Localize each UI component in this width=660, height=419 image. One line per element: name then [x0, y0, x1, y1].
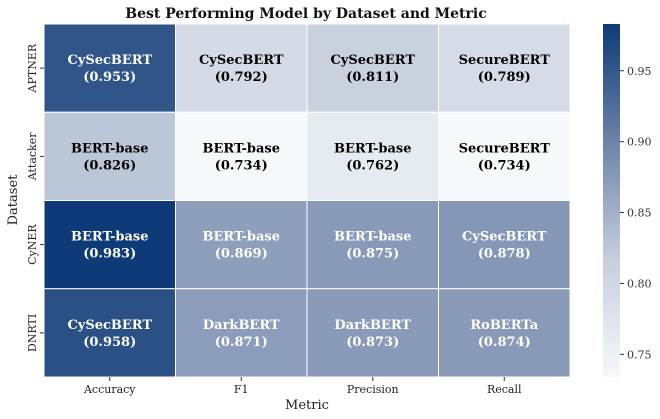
cell-value-label: (0.789) — [478, 70, 531, 85]
heatmap-cell — [43, 200, 176, 290]
cell-model-label: BERT-base — [71, 141, 149, 156]
heatmap-cell — [306, 288, 439, 378]
chart-title: Best Performing Model by Dataset and Met… — [125, 6, 487, 22]
cell-value-label: (0.762) — [346, 158, 399, 173]
cell-model-label: BERT-base — [334, 141, 412, 156]
cell-model-label: SecureBERT — [459, 53, 551, 68]
cell-value-label: (0.878) — [478, 247, 531, 262]
heatmap-cell — [175, 111, 308, 201]
colorbar-tick-label: 0.85 — [627, 207, 652, 220]
cell-model-label: BERT-base — [334, 230, 412, 245]
cell-value-label: (0.874) — [478, 335, 531, 350]
cell-model-label: DarkBERT — [334, 318, 411, 333]
heatmap-cell — [43, 288, 176, 378]
cell-value-label: (0.983) — [83, 247, 136, 262]
heatmap-cell — [438, 111, 571, 201]
heatmap-cell — [438, 23, 571, 113]
cell-model-label: CySecBERT — [330, 53, 415, 68]
cell-model-label: BERT-base — [203, 230, 281, 245]
cell-value-label: (0.873) — [346, 335, 399, 350]
colorbar-tick-label: 0.95 — [627, 65, 652, 78]
y-axis-label: Dataset — [6, 174, 21, 226]
cell-value-label: (0.734) — [215, 158, 268, 173]
y-tick-label: APTNER — [26, 43, 39, 93]
cell-value-label: (0.875) — [346, 247, 399, 262]
cell-model-label: SecureBERT — [459, 141, 551, 156]
y-tick-label: CyNER — [26, 224, 39, 265]
cell-model-label: DarkBERT — [203, 318, 280, 333]
x-tick-label: Accuracy — [83, 383, 136, 396]
heatmap-cell — [438, 200, 571, 290]
cell-model-label: BERT-base — [203, 141, 281, 156]
heatmap-cell — [175, 288, 308, 378]
heatmap-cell — [306, 200, 439, 290]
heatmap-cell — [438, 288, 571, 378]
cell-model-label: RoBERTa — [470, 318, 538, 333]
cell-value-label: (0.871) — [215, 335, 268, 350]
heatmap-cell — [175, 200, 308, 290]
cell-value-label: (0.953) — [83, 70, 136, 85]
y-tick-label: DNRTI — [26, 314, 39, 352]
heatmap-cell — [43, 23, 176, 113]
y-tick-label: Attacker — [26, 132, 39, 181]
colorbar-tick-label: 0.75 — [627, 348, 652, 361]
heatmap-cell — [43, 111, 176, 201]
cell-model-label: CySecBERT — [67, 318, 152, 333]
heatmap-cell — [306, 111, 439, 201]
x-axis-label: Metric — [285, 398, 329, 413]
cell-model-label: CySecBERT — [199, 53, 284, 68]
cell-value-label: (0.792) — [215, 70, 268, 85]
cell-value-label: (0.826) — [83, 158, 136, 173]
x-tick-label: Precision — [347, 383, 399, 396]
cell-value-label: (0.958) — [83, 335, 136, 350]
x-tick-label: Recall — [487, 383, 522, 396]
cell-value-label: (0.811) — [346, 70, 399, 85]
heatmap-cell — [306, 23, 439, 113]
cell-value-label: (0.734) — [478, 158, 531, 173]
x-tick-label: F1 — [234, 383, 249, 396]
colorbar — [603, 24, 620, 377]
colorbar-tick-label: 0.90 — [627, 136, 652, 149]
cell-value-label: (0.869) — [215, 247, 268, 262]
heatmap-cell — [175, 23, 308, 113]
cell-model-label: CySecBERT — [462, 230, 547, 245]
colorbar-tick-label: 0.80 — [627, 277, 652, 290]
cell-model-label: CySecBERT — [67, 53, 152, 68]
cell-model-label: BERT-base — [71, 230, 149, 245]
